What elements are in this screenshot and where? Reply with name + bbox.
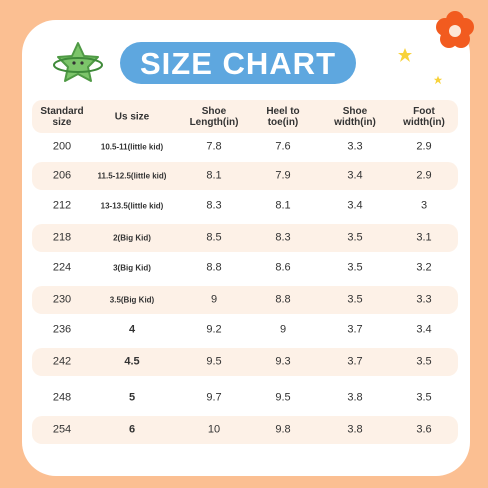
table-cell: 3.3 — [416, 293, 432, 306]
table-cell: 9.5 — [206, 355, 222, 368]
header-cell: Shoe width(in) — [334, 106, 376, 128]
table-cell: 3.1 — [416, 231, 432, 244]
table-cell: 8.1 — [275, 199, 291, 212]
header-cell: Standard size — [40, 106, 84, 128]
us-size-cell: 10.5-11(little kid) — [100, 142, 164, 152]
table-cell: 7.6 — [275, 140, 291, 153]
header-cell: Shoe Length(in) — [189, 106, 239, 128]
table-cell: 7.8 — [206, 140, 222, 153]
row-background — [32, 348, 458, 376]
us-size-cell: 3(Big Kid) — [113, 263, 151, 273]
us-size-cell: 13-13.5(little kid) — [100, 201, 164, 211]
table-cell: 8.3 — [275, 231, 291, 244]
table-cell: 8.8 — [275, 293, 291, 306]
green-star — [53, 42, 103, 82]
table-cell: 230 — [52, 293, 72, 306]
row-background — [32, 224, 458, 252]
yellow-star — [433, 75, 443, 85]
us-size-cell: 11.5-12.5(little kid) — [97, 171, 167, 181]
table-cell: 3.4 — [347, 169, 363, 182]
table-cell: 9.7 — [206, 391, 222, 404]
header-cell: Us size — [114, 111, 150, 123]
table-cell: 3.5 — [347, 231, 363, 244]
table-cell: 3.5 — [416, 355, 432, 368]
table-cell: 8.5 — [206, 231, 222, 244]
table-cell: 242 — [52, 355, 72, 368]
table-cell: 3.4 — [347, 199, 363, 212]
table-cell: 200 — [52, 140, 72, 153]
table-cell: 206 — [52, 169, 72, 182]
table-cell: 7.9 — [275, 169, 291, 182]
flower — [436, 11, 474, 48]
table-cell: 3.5 — [347, 261, 363, 274]
header-cell: Foot width(in) — [403, 106, 445, 128]
header-cell: Heel to toe(in) — [266, 106, 300, 128]
table-cell: 3.5 — [347, 293, 363, 306]
table-cell: 224 — [52, 261, 72, 274]
us-size-cell: 3.5(Big Kid) — [109, 295, 155, 305]
header-row — [32, 100, 458, 133]
us-size-cell: 5 — [128, 391, 136, 404]
us-size-cell: 6 — [128, 423, 136, 436]
table-cell: 10 — [207, 423, 221, 436]
table-cell: 212 — [52, 199, 72, 212]
table-cell: 9.8 — [275, 423, 291, 436]
table-cell: 8.6 — [275, 261, 291, 274]
table-cell: 3.8 — [347, 391, 363, 404]
title: SIZE CHART — [120, 42, 356, 84]
row-background — [32, 162, 458, 190]
us-size-cell: 4.5 — [124, 355, 140, 368]
table-cell: 3.5 — [416, 391, 432, 404]
table-cell: 8.3 — [206, 199, 222, 212]
table-cell: 3.7 — [347, 323, 363, 336]
table-cell: 3.4 — [416, 323, 432, 336]
table-cell: 3.8 — [347, 423, 363, 436]
table-cell: 9 — [279, 323, 287, 336]
table-cell: 2.9 — [416, 140, 432, 153]
table-cell: 3.3 — [347, 140, 363, 153]
table-cell: 9 — [210, 293, 218, 306]
yellow-star — [398, 48, 412, 62]
table-cell: 3.6 — [416, 423, 432, 436]
table-cell: 2.9 — [416, 169, 432, 182]
table-cell: 3.2 — [416, 261, 432, 274]
table-cell: 236 — [52, 323, 72, 336]
table-cell: 9.2 — [206, 323, 222, 336]
table-cell: 8.8 — [206, 261, 222, 274]
table-cell: 3.7 — [347, 355, 363, 368]
us-size-cell: 2(Big Kid) — [113, 233, 151, 243]
table-cell: 8.1 — [206, 169, 222, 182]
row-background — [32, 416, 458, 444]
table-cell: 218 — [52, 231, 72, 244]
table-cell: 248 — [52, 391, 72, 404]
table-cell: 9.5 — [275, 391, 291, 404]
row-background — [32, 286, 458, 314]
table-cell: 9.3 — [275, 355, 291, 368]
us-size-cell: 4 — [128, 323, 136, 336]
table-cell: 3 — [420, 199, 428, 212]
table-cell: 254 — [52, 423, 72, 436]
